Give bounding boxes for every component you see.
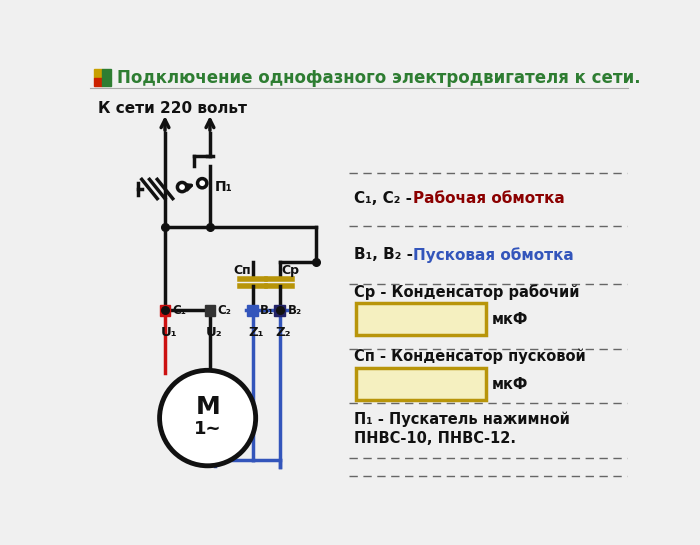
Text: мкФ: мкФ [492,312,528,327]
Text: П₁ - Пускатель нажимной: П₁ - Пускатель нажимной [354,412,570,427]
Circle shape [197,179,207,188]
Circle shape [177,183,187,192]
Text: Ср: Ср [281,264,300,277]
Text: U₁: U₁ [160,326,177,338]
Text: В₁, В₂ -: В₁, В₂ - [354,247,419,262]
Text: Пусковая обмотка: Пусковая обмотка [413,247,574,263]
Text: Ср - Конденсатор рабочий: Ср - Конденсатор рабочий [354,284,580,300]
Text: Рабочая обмотка: Рабочая обмотка [413,191,565,206]
Bar [102,69,111,78]
Text: В₁: В₁ [260,304,274,317]
Circle shape [160,370,256,466]
Text: В₂: В₂ [288,304,302,317]
Text: мкФ: мкФ [492,378,528,392]
Text: С₁: С₁ [173,304,187,317]
Bar [102,78,111,86]
Text: С₂: С₂ [218,304,232,317]
Text: М: М [195,395,220,419]
Text: Подключение однофазного электродвигателя к сети.: Подключение однофазного электродвигателя… [117,69,640,87]
Text: Z₂: Z₂ [275,326,290,338]
Bar [94,78,102,86]
Bar [356,368,486,401]
Text: Сп - Конденсатор пусковой: Сп - Конденсатор пусковой [354,349,586,364]
Bar [356,302,486,335]
Text: ПНВС-10, ПНВС-12.: ПНВС-10, ПНВС-12. [354,431,516,446]
Text: Z₁: Z₁ [248,326,263,338]
Bar [247,305,258,316]
Bar [274,305,285,316]
Text: П₁: П₁ [215,180,232,194]
Text: К сети 220 вольт: К сети 220 вольт [98,101,247,116]
Bar [160,305,170,316]
Text: С₁, С₂ -: С₁, С₂ - [354,191,417,206]
Bar [94,69,102,78]
Text: Сп: Сп [233,264,251,277]
Text: U₂: U₂ [205,326,222,338]
Bar [204,305,216,316]
Text: 1~: 1~ [194,420,221,438]
